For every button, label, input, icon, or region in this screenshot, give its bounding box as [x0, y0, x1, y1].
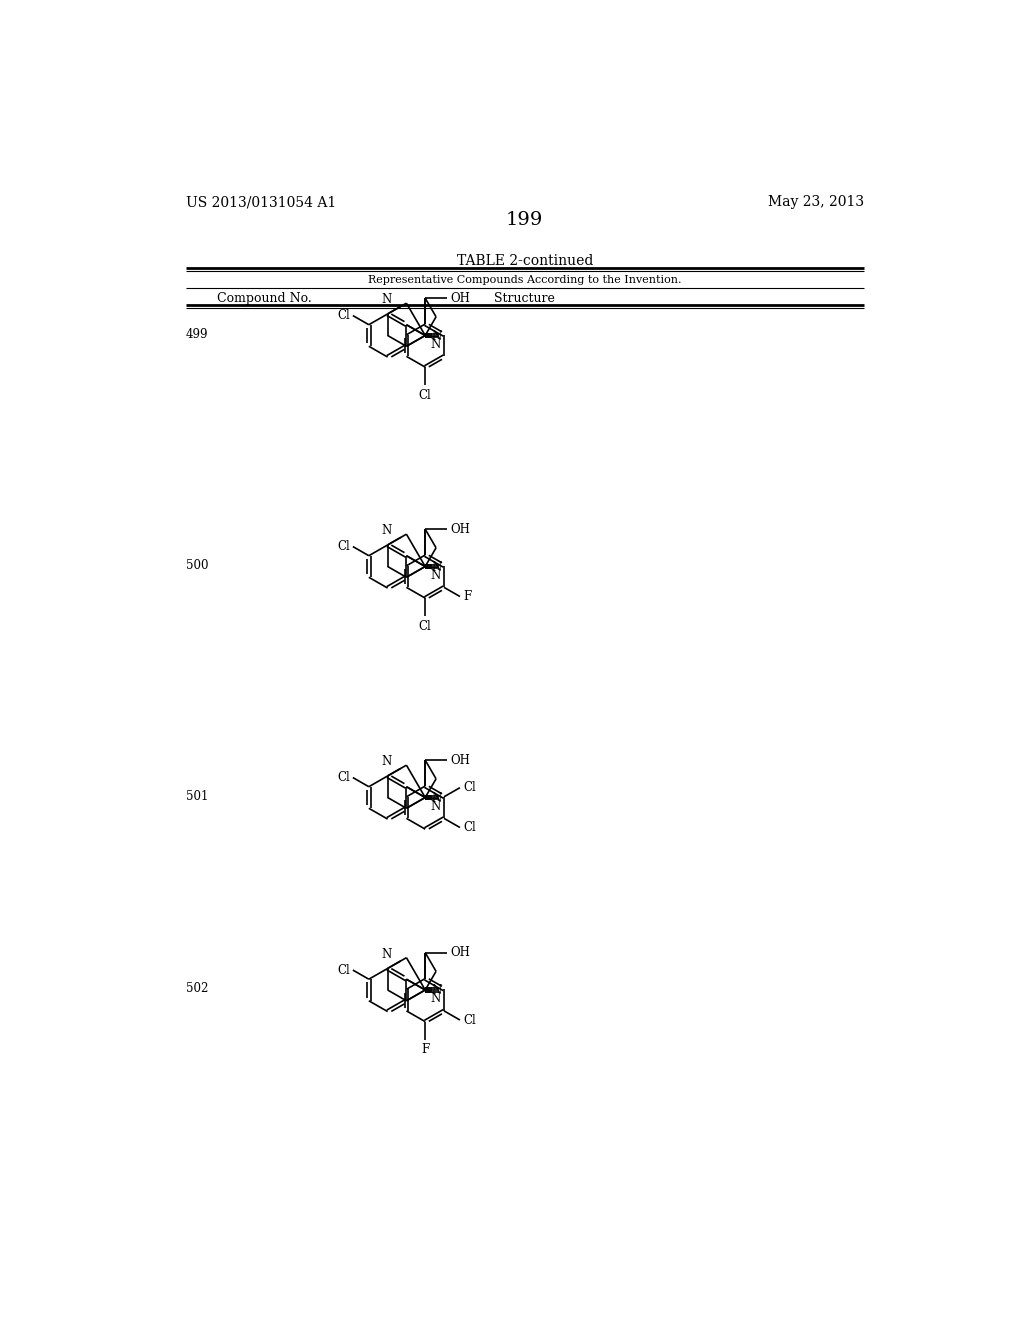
- Text: 499: 499: [186, 327, 209, 341]
- Text: Structure: Structure: [495, 292, 555, 305]
- Text: N: N: [431, 569, 441, 582]
- Text: F: F: [421, 1043, 429, 1056]
- Text: N: N: [431, 993, 441, 1006]
- Text: 502: 502: [186, 982, 209, 995]
- Text: N: N: [431, 561, 441, 574]
- Text: Cl: Cl: [419, 388, 431, 401]
- Text: N: N: [381, 524, 391, 537]
- Text: OH: OH: [450, 946, 470, 960]
- Text: US 2013/0131054 A1: US 2013/0131054 A1: [186, 195, 336, 210]
- Text: N: N: [431, 338, 441, 351]
- Text: N: N: [431, 985, 441, 998]
- Text: Representative Compounds According to the Invention.: Representative Compounds According to th…: [368, 276, 682, 285]
- Text: N: N: [431, 800, 441, 813]
- Text: N: N: [381, 755, 391, 768]
- Text: Cl: Cl: [463, 781, 476, 795]
- Text: 500: 500: [186, 558, 209, 572]
- Text: N: N: [381, 948, 391, 961]
- Text: Cl: Cl: [419, 619, 431, 632]
- Text: May 23, 2013: May 23, 2013: [768, 195, 864, 210]
- Text: OH: OH: [450, 523, 470, 536]
- Text: Compound No.: Compound No.: [217, 292, 312, 305]
- Text: F: F: [463, 590, 471, 603]
- Text: 199: 199: [506, 211, 544, 228]
- Text: Cl: Cl: [337, 309, 350, 322]
- Text: N: N: [431, 792, 441, 805]
- Text: Cl: Cl: [337, 771, 350, 784]
- Text: N: N: [381, 293, 391, 306]
- Text: OH: OH: [450, 754, 470, 767]
- Text: OH: OH: [450, 292, 470, 305]
- Text: 501: 501: [186, 789, 209, 803]
- Text: Cl: Cl: [337, 964, 350, 977]
- Text: TABLE 2-continued: TABLE 2-continued: [457, 253, 593, 268]
- Text: N: N: [431, 330, 441, 343]
- Text: Cl: Cl: [463, 821, 476, 834]
- Text: Cl: Cl: [337, 540, 350, 553]
- Text: Cl: Cl: [463, 1014, 476, 1027]
